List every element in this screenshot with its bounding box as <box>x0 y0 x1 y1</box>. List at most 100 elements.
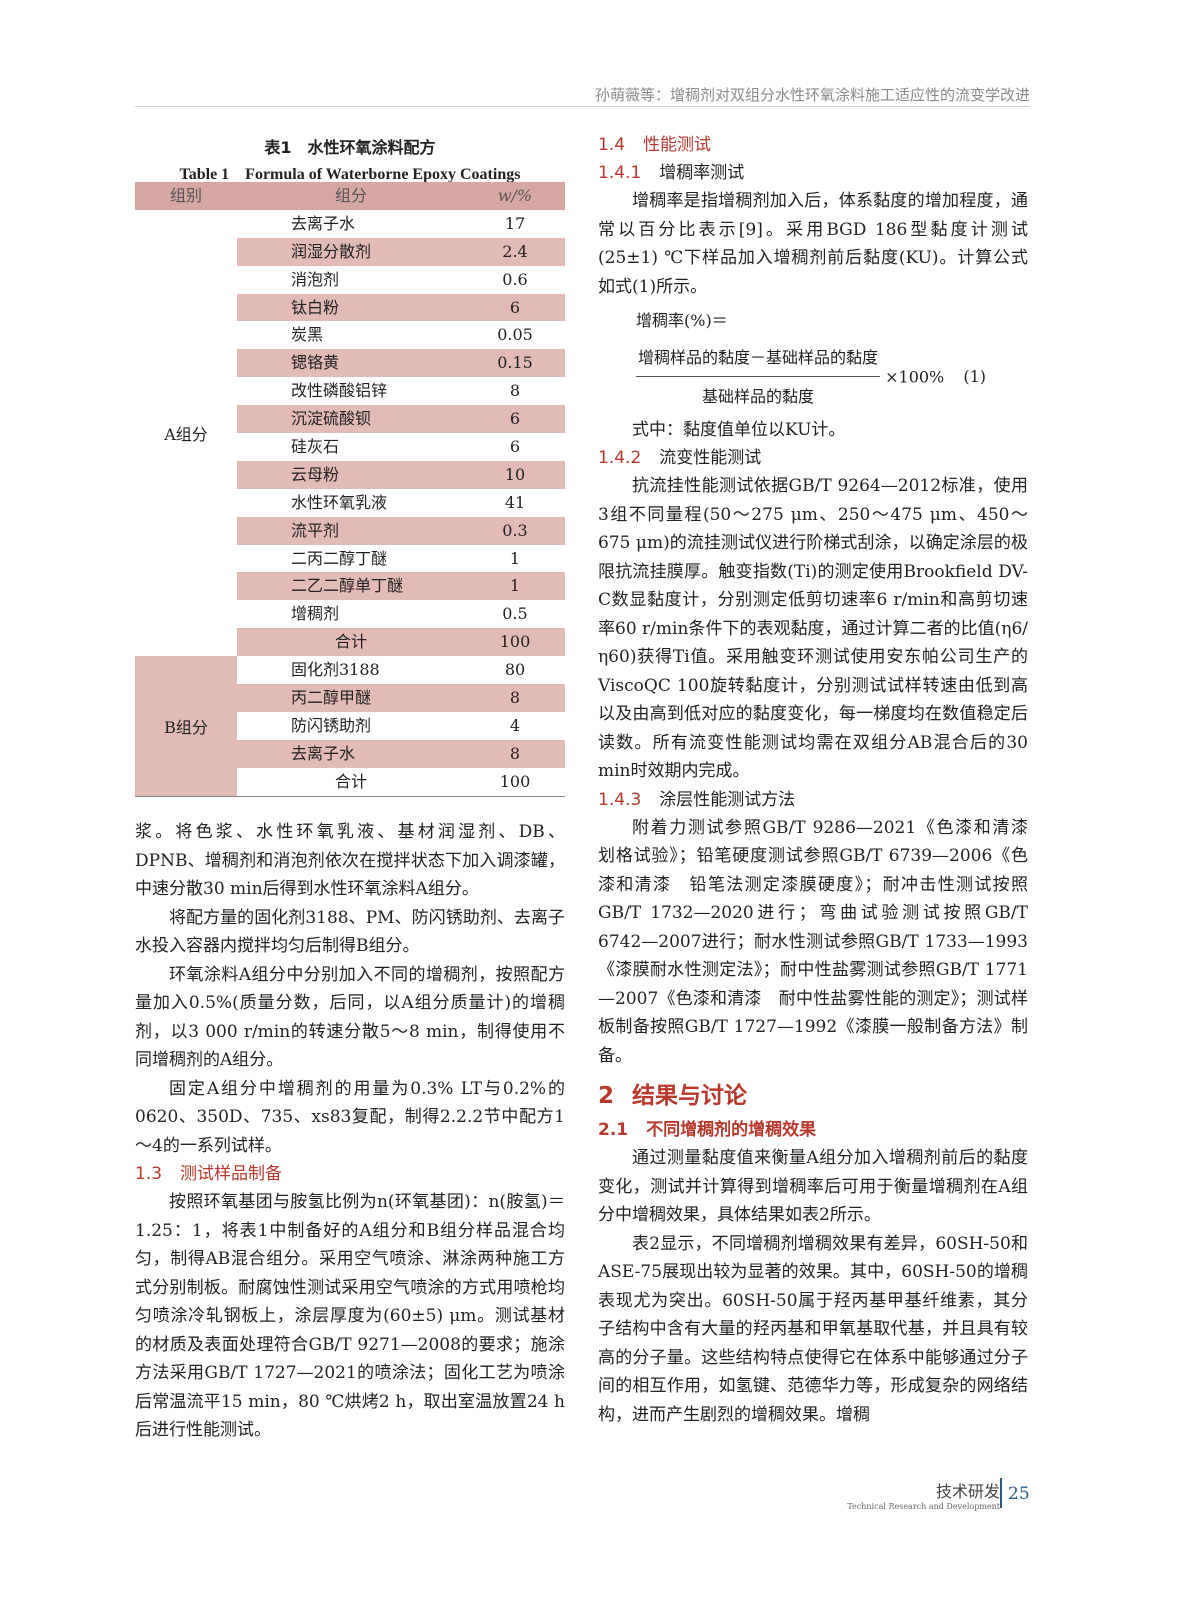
component-cell: 云母粉 <box>291 464 340 484</box>
footer-divider <box>1000 1478 1002 1508</box>
component-cell: 炭黑 <box>291 325 324 345</box>
component-cell: 合计 <box>334 771 367 791</box>
weight-cell: 8 <box>509 381 521 401</box>
weight-cell: 1 <box>509 576 521 596</box>
section-title: 涂层性能测试方法 <box>659 789 796 810</box>
table-row: 丙二醇甲醚 8 <box>135 684 565 712</box>
row-shade <box>237 460 565 489</box>
weight-cell: 0.5 <box>502 604 528 624</box>
table-header-row: 组别 组分 w/% <box>135 182 565 210</box>
table-row: 合计 100 <box>135 628 565 657</box>
weight-cell: 4 <box>509 715 521 735</box>
component-cell: 丙二醇甲醚 <box>291 688 372 708</box>
section-number: 1.4.3 <box>598 789 642 810</box>
table-row: 水性环氧乳液 41 <box>135 489 565 517</box>
table-row: 增稠剂 0.5 <box>135 600 565 628</box>
formula-1: 增稠率(%)＝ 增稠样品的黏度－基础样品的黏度 基础样品的黏度 ×100% (1… <box>636 307 1028 412</box>
component-cell: 二丙二醇丁醚 <box>291 548 388 568</box>
component-cell: 消泡剂 <box>291 269 340 289</box>
table-row: 改性磷酸铝锌 8 <box>135 377 565 405</box>
weight-cell: 10 <box>504 464 526 484</box>
component-cell: 增稠剂 <box>291 604 340 624</box>
footer-section-en: Technical Research and Development <box>847 1502 1000 1511</box>
component-cell: 固化剂3188 <box>291 660 380 680</box>
component-cell: 钛白粉 <box>291 297 340 317</box>
table-row: 二乙二醇单丁醚 1 <box>135 572 565 601</box>
table-row: 云母粉 10 <box>135 460 565 489</box>
weight-cell: 8 <box>509 743 521 763</box>
weight-cell: 6 <box>509 409 521 429</box>
page-number: 25 <box>1008 1484 1030 1504</box>
table-row: 防闪锈助剂 4 <box>135 712 565 740</box>
weight-cell: 0.15 <box>497 353 533 373</box>
weight-cell: 80 <box>504 660 526 680</box>
row-shade <box>237 739 565 768</box>
row-shade <box>237 349 565 378</box>
subsection-heading-1-4-3: 1.4.3 涂层性能测试方法 <box>598 786 1028 814</box>
paragraph: 浆。将色浆、水性环氧乳液、基材润湿剂、DB、DPNB、增稠剂和消泡剂依次在搅拌状… <box>135 822 565 899</box>
component-cell: 去离子水 <box>291 213 356 233</box>
weight-cell: 100 <box>499 632 531 652</box>
group-label-cell: B组分 <box>135 656 237 796</box>
weight-cell: 6 <box>509 437 521 457</box>
weight-cell: 2.4 <box>502 241 528 261</box>
weight-cell: 0.05 <box>497 325 533 345</box>
table-row: 钛白粉 6 <box>135 293 565 322</box>
weight-cell: 17 <box>504 213 526 233</box>
table-row: 去离子水 17 <box>135 210 565 238</box>
component-cell: 沉淀硫酸钡 <box>291 409 372 429</box>
paragraph: 按照环氧基团与胺氢比例为n(环氧基团)：n(胺氢)＝1.25：1，将表1中制备好… <box>135 1192 565 1440</box>
component-cell: 防闪锈助剂 <box>291 715 372 735</box>
header-rule <box>135 106 1030 107</box>
component-cell: 去离子水 <box>291 743 356 763</box>
table-row: 炭黑 0.05 <box>135 321 565 349</box>
table-row: 硅灰石 6 <box>135 433 565 461</box>
section-number: 2.1 <box>598 1120 629 1140</box>
section-heading-1-4: 1.4 性能测试 <box>598 131 1028 159</box>
row-shade <box>237 237 565 266</box>
table-row: 润湿分散剂 2.4 <box>135 237 565 266</box>
fraction: 增稠样品的黏度－基础样品的黏度 基础样品的黏度 <box>636 344 881 412</box>
table-row: 去离子水 8 <box>135 739 565 768</box>
subsection-heading-1-4-1: 1.4.1 增稠率测试 <box>598 159 1028 187</box>
weight-cell: 0.3 <box>502 520 528 540</box>
section-number: 1.4 <box>598 135 626 155</box>
section-title: 增稠率测试 <box>659 163 745 183</box>
weight-cell: 1 <box>509 548 521 568</box>
weight-cell: 8 <box>509 688 521 708</box>
section-title: 结果与讨论 <box>632 1083 748 1109</box>
table-row: 流平剂 0.3 <box>135 516 565 545</box>
section-title: 不同增稠剂的增稠效果 <box>646 1120 817 1140</box>
section-title: 性能测试 <box>643 135 712 155</box>
component-cell: 水性环氧乳液 <box>291 492 388 512</box>
row-shade <box>237 684 565 712</box>
row-shade <box>237 572 565 601</box>
weight-cell: 41 <box>504 492 526 512</box>
row-shade <box>237 405 565 434</box>
section-number: 1.4.1 <box>598 163 642 183</box>
row-shade <box>237 516 565 545</box>
row-shade <box>237 628 565 657</box>
row-shade <box>237 293 565 322</box>
header-component: 组分 <box>334 186 367 205</box>
paragraph: 增稠率是指增稠剂加入后，体系黏度的增加程度，通常以百分比表示[9]。采用BGD … <box>598 191 1028 297</box>
header-weight: w/% <box>497 186 533 205</box>
header-group: 组别 <box>169 186 202 205</box>
paragraph: 附着力测试参照GB/T 9286—2021《色漆和清漆 划格试验》；铅笔硬度测试… <box>598 817 1045 1066</box>
running-head: 孙萌薇等：增稠剂对双组分水性环氧涂料施工适应性的流变学改进 <box>594 86 1030 104</box>
table-row: 锶铬黄 0.15 <box>135 349 565 378</box>
section-title: 测试样品制备 <box>180 1164 283 1184</box>
table-caption-en: Table 1 Formula of Waterborne Epoxy Coat… <box>179 166 521 183</box>
formula-table: 组别 组分 w/% 去离子水 17 润湿分散剂 2.4 消泡剂 0.6 钛白粉 6 炭黑 0.05… <box>135 182 565 797</box>
table-row: 固化剂3188 80 <box>135 656 565 684</box>
section-heading-2-1: 2.1 不同增稠剂的增稠效果 <box>598 1116 1028 1144</box>
component-cell: 二乙二醇单丁醚 <box>291 576 404 596</box>
section-heading-2: 2 结果与讨论 <box>598 1076 1028 1116</box>
group-label-cell: A组分 <box>164 425 208 445</box>
component-cell: 流平剂 <box>291 520 340 540</box>
left-column: 浆。将色浆、水性环氧乳液、基材润湿剂、DB、DPNB、增稠剂和消泡剂依次在搅拌状… <box>135 818 565 1445</box>
formula-lhs: 增稠率(%)＝ <box>636 311 728 330</box>
section-number: 1.4.2 <box>598 448 642 468</box>
section-heading-1-3: 1.3 测试样品制备 <box>135 1160 565 1188</box>
